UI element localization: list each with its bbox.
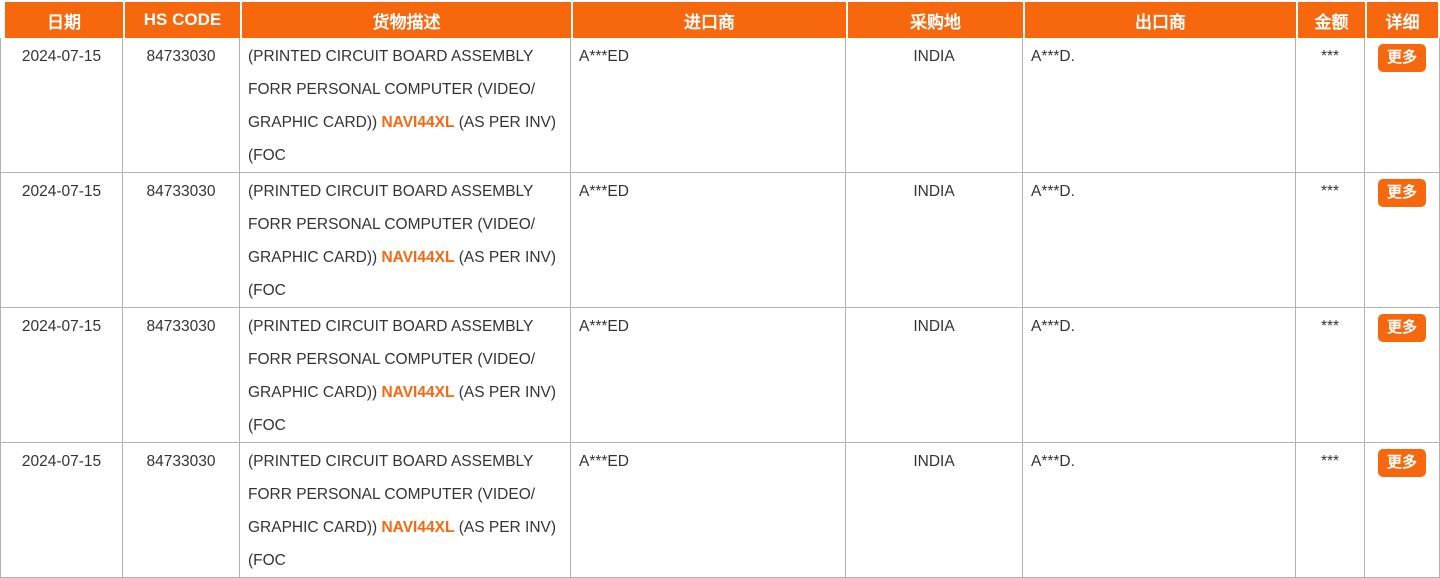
cell-origin: INDIA xyxy=(846,443,1023,578)
column-header-date: 日期 xyxy=(0,2,123,38)
description-text: (AS PER INV) (FOC xyxy=(248,249,557,299)
cell-description: (PRINTED CIRCUIT BOARD ASSEMBLY FORR PER… xyxy=(240,38,571,173)
cell-hs-code: 84733030 xyxy=(123,38,240,173)
cell-hs-code: 84733030 xyxy=(123,308,240,443)
more-button[interactable]: 更多 xyxy=(1377,44,1426,72)
highlight-keyword: NAVI44XL xyxy=(381,384,455,401)
more-button[interactable]: 更多 xyxy=(1377,179,1426,207)
cell-exporter: A***D. xyxy=(1023,38,1296,173)
column-header-hs-code: HS CODE xyxy=(123,2,240,38)
cell-date: 2024-07-15 xyxy=(0,38,123,173)
more-button[interactable]: 更多 xyxy=(1377,449,1426,477)
table-header: 日期 HS CODE 货物描述 进口商 采购地 出口商 金额 详细 xyxy=(0,2,1440,38)
table-body: 2024-07-15 84733030 (PRINTED CIRCUIT BOARD… xyxy=(0,38,1440,578)
cell-amount: *** xyxy=(1296,38,1365,173)
cell-origin: INDIA xyxy=(846,38,1023,173)
column-header-importer: 进口商 xyxy=(571,2,846,38)
column-header-detail: 详细 xyxy=(1365,2,1440,38)
cell-amount: *** xyxy=(1296,173,1365,308)
highlight-keyword: NAVI44XL xyxy=(381,519,455,536)
cell-importer: A***ED xyxy=(571,38,846,173)
description-text: (AS PER INV) (FOC xyxy=(248,519,557,569)
cell-detail: 更多 xyxy=(1365,38,1440,173)
cell-detail: 更多 xyxy=(1365,443,1440,578)
cell-hs-code: 84733030 xyxy=(123,443,240,578)
description-text: (PRINTED CIRCUIT BOARD ASSEMBLY FORR PER… xyxy=(248,183,536,266)
cell-origin: INDIA xyxy=(846,308,1023,443)
cell-exporter: A***D. xyxy=(1023,173,1296,308)
cell-importer: A***ED xyxy=(571,173,846,308)
cell-exporter: A***D. xyxy=(1023,443,1296,578)
column-header-amount: 金额 xyxy=(1296,2,1365,38)
table-row: 2024-07-15 84733030 (PRINTED CIRCUIT BOARD… xyxy=(0,443,1440,578)
cell-amount: *** xyxy=(1296,443,1365,578)
cell-date: 2024-07-15 xyxy=(0,173,123,308)
cell-importer: A***ED xyxy=(571,308,846,443)
more-button[interactable]: 更多 xyxy=(1377,314,1426,342)
column-header-description: 货物描述 xyxy=(240,2,571,38)
table-row: 2024-07-15 84733030 (PRINTED CIRCUIT BOARD… xyxy=(0,308,1440,443)
cell-description: (PRINTED CIRCUIT BOARD ASSEMBLY FORR PER… xyxy=(240,173,571,308)
cell-detail: 更多 xyxy=(1365,308,1440,443)
cell-description: (PRINTED CIRCUIT BOARD ASSEMBLY FORR PER… xyxy=(240,443,571,578)
description-text: (AS PER INV) (FOC xyxy=(248,114,557,164)
cell-date: 2024-07-15 xyxy=(0,308,123,443)
description-text: (AS PER INV) (FOC xyxy=(248,384,557,434)
description-text: (PRINTED CIRCUIT BOARD ASSEMBLY FORR PER… xyxy=(248,318,536,401)
column-header-exporter: 出口商 xyxy=(1023,2,1296,38)
cell-description: (PRINTED CIRCUIT BOARD ASSEMBLY FORR PER… xyxy=(240,308,571,443)
cell-exporter: A***D. xyxy=(1023,308,1296,443)
table-row: 2024-07-15 84733030 (PRINTED CIRCUIT BOARD… xyxy=(0,38,1440,173)
header-row: 日期 HS CODE 货物描述 进口商 采购地 出口商 金额 详细 xyxy=(0,2,1440,38)
cell-origin: INDIA xyxy=(846,173,1023,308)
description-text: (PRINTED CIRCUIT BOARD ASSEMBLY FORR PER… xyxy=(248,453,536,536)
cell-detail: 更多 xyxy=(1365,173,1440,308)
highlight-keyword: NAVI44XL xyxy=(381,114,455,131)
cell-date: 2024-07-15 xyxy=(0,443,123,578)
cell-importer: A***ED xyxy=(571,443,846,578)
description-text: (PRINTED CIRCUIT BOARD ASSEMBLY FORR PER… xyxy=(248,48,536,131)
cell-hs-code: 84733030 xyxy=(123,173,240,308)
column-header-origin: 采购地 xyxy=(846,2,1023,38)
highlight-keyword: NAVI44XL xyxy=(381,249,455,266)
table-row: 2024-07-15 84733030 (PRINTED CIRCUIT BOARD… xyxy=(0,173,1440,308)
cell-amount: *** xyxy=(1296,308,1365,443)
